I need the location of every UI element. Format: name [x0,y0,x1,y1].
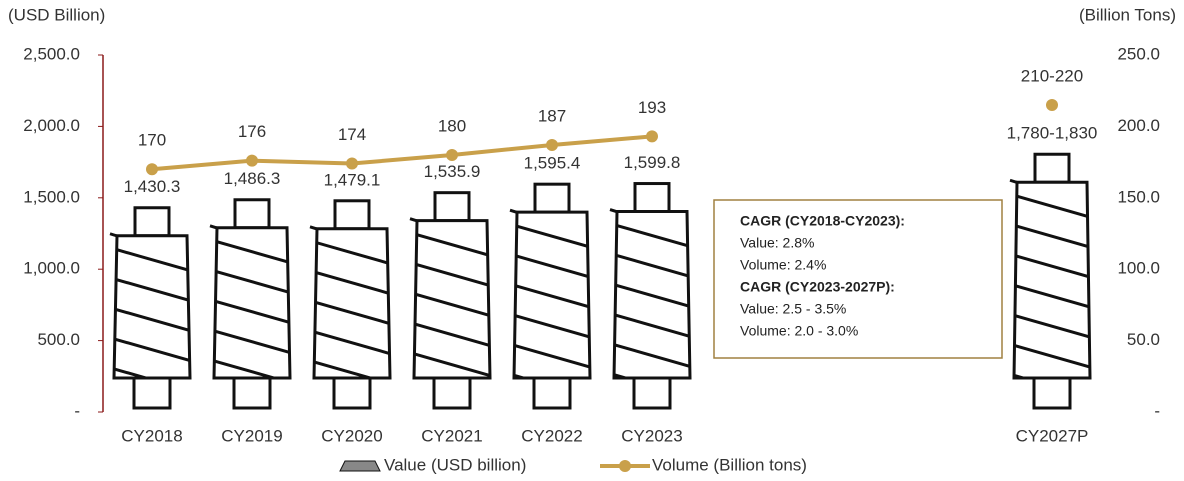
annotation-text: CAGR (CY2023-2027P): [740,279,895,295]
y-tick-label: 500.0 [37,330,80,349]
volume-point [646,130,658,143]
legend-label: Value (USD billion) [384,455,526,474]
legend-icon [339,460,381,472]
spool-bar [609,182,692,410]
volume-line [152,105,1052,169]
spool-bar [309,199,392,410]
value-label: 1,430.3 [124,177,181,196]
legend-icon [619,460,631,472]
spool-bar [209,198,292,410]
volume-point [246,154,258,167]
value-label: 174 [338,125,366,144]
annotation-text: CAGR (CY2018-CY2023): [740,213,905,229]
annotation-text: Volume: 2.0 - 3.0% [740,323,858,339]
y2-tick-label: 100.0 [1117,259,1160,278]
value-label: 1,535.9 [424,162,481,181]
spool-bar [1009,152,1092,410]
y-tick-label: 2,500.0 [23,44,80,63]
y-axis-label: (USD Billion) [8,5,105,24]
y2-tick-label: - [1154,401,1160,420]
y-tick-label: 1,500.0 [23,187,80,206]
y2-tick-label: 200.0 [1117,116,1160,135]
volume-point [446,148,458,161]
y2-tick-label: 150.0 [1117,187,1160,206]
x-tick-label: CY2027P [1016,426,1089,445]
value-label: 1,595.4 [524,154,581,173]
value-label: 1,599.8 [624,153,681,172]
value-label: 210-220 [1021,66,1083,85]
value-label: 176 [238,122,266,141]
annotation-box [713,199,1003,359]
volume-point [546,138,558,151]
x-tick-label: CY2023 [621,426,682,445]
volume-point [346,157,358,170]
x-tick-label: CY2021 [421,426,482,445]
y2-tick-label: 50.0 [1127,330,1160,349]
y-tick-label: 1,000.0 [23,259,80,278]
annotation-text: Volume: 2.4% [740,257,826,273]
y-tick-label: - [74,401,80,420]
x-tick-label: CY2022 [521,426,582,445]
value-label: 193 [638,98,666,117]
value-label: 180 [438,116,466,135]
spool-bar [509,182,592,410]
spool-bar [409,191,492,410]
value-label: 187 [538,106,566,125]
volume-point [146,163,158,176]
y-tick-label: 2,000.0 [23,116,80,135]
value-label: 1,486.3 [224,169,281,188]
annotation-text: Value: 2.8% [740,235,814,251]
value-label: 1,780-1,830 [1007,124,1098,143]
value-label: 1,479.1 [324,170,381,189]
x-tick-label: CY2018 [121,426,182,445]
y2-axis-label: (Billion Tons) [1079,5,1176,24]
y2-tick-label: 250.0 [1117,44,1160,63]
volume-point [1046,98,1058,111]
x-tick-label: CY2019 [221,426,282,445]
x-tick-label: CY2020 [321,426,382,445]
spool-bar [109,206,192,410]
annotation-text: Value: 2.5 - 3.5% [740,301,846,317]
legend-label: Volume (Billion tons) [652,455,807,474]
value-label: 170 [138,131,166,150]
